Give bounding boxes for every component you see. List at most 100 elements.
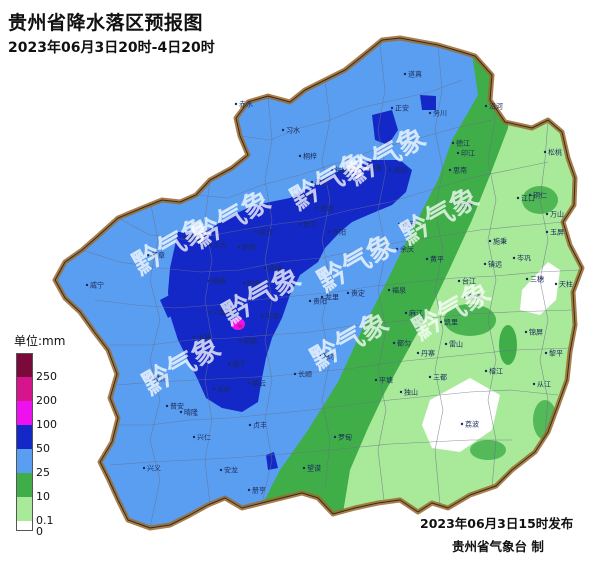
city-marker: [457, 279, 461, 283]
city-label: 雷山: [449, 340, 463, 349]
city-marker: [554, 282, 558, 286]
city-marker: [439, 320, 443, 324]
legend-swatch: [16, 521, 33, 531]
city-label: 惠水: [323, 352, 337, 361]
city-marker: [488, 239, 492, 243]
city-marker: [516, 196, 520, 200]
map-title: 贵州省降水落区预报图: [8, 12, 204, 34]
city-marker: [397, 222, 401, 226]
city-label: 从江: [537, 381, 551, 389]
city-label: 龙里: [325, 293, 339, 302]
legend-swatch: [16, 473, 33, 497]
legend-item: 25: [14, 449, 74, 479]
city-marker: [524, 330, 528, 334]
city-marker: [484, 104, 488, 108]
city-marker: [142, 466, 146, 470]
city-label: 岑巩: [517, 254, 531, 263]
legend-item: 250: [14, 353, 74, 383]
city-label: 黔西: [242, 243, 256, 252]
city-label: 六盘水: [213, 308, 234, 317]
city-label: 黄平: [430, 255, 444, 264]
legend-swatch: [16, 353, 33, 377]
city-label: 麻江: [409, 309, 423, 318]
city-label: 德江: [456, 139, 470, 148]
city-marker: [327, 230, 331, 234]
city-marker: [293, 372, 297, 376]
city-marker: [392, 341, 396, 345]
city-marker: [455, 203, 459, 207]
city-label: 三穗: [530, 275, 544, 284]
city-label: 威宁: [90, 281, 104, 290]
city-label: 安龙: [224, 466, 238, 475]
forecast-period: 2023年06月3日20时-4日20时: [8, 40, 215, 56]
city-label: 仁怀: [301, 194, 315, 203]
city-marker: [242, 281, 246, 285]
city-marker: [320, 295, 324, 299]
city-marker: [532, 382, 536, 386]
legend-item: 200: [14, 377, 74, 407]
city-marker: [298, 222, 302, 226]
city-label: 荔波: [465, 420, 479, 429]
city-label: 凤冈: [393, 167, 407, 175]
city-label: 盘州: [153, 374, 167, 383]
city-marker: [260, 314, 264, 318]
city-label: 福泉: [392, 286, 406, 295]
city-label: 万山: [550, 210, 564, 219]
legend-label: 200: [36, 394, 57, 407]
legend-unit: 单位:mm: [14, 334, 66, 348]
legend-label: 25: [36, 466, 50, 479]
city-label: 玉屏: [550, 229, 564, 237]
city-label: 都匀: [397, 339, 411, 348]
city-marker: [237, 245, 241, 249]
city-label: 思南: [453, 166, 467, 175]
city-marker: [219, 468, 223, 472]
city-label: 习水: [286, 126, 300, 135]
city-marker: [308, 299, 312, 303]
city-marker: [416, 351, 420, 355]
city-marker: [208, 243, 212, 247]
city-label: 石阡: [460, 201, 474, 210]
city-label: 毕节: [188, 234, 202, 243]
legend-item: 100: [14, 401, 74, 431]
city-marker: [315, 206, 319, 210]
city-marker: [451, 141, 455, 145]
city-marker: [448, 168, 452, 172]
legend-item: 50: [14, 425, 74, 455]
legend-swatch: [16, 449, 33, 473]
city-label: 晴隆: [184, 408, 198, 417]
city-label: 清镇: [268, 264, 282, 273]
city-marker: [148, 376, 152, 380]
issue-time: 2023年06月3日15时发布: [420, 516, 574, 531]
city-marker: [298, 154, 302, 158]
city-label: 赤水: [239, 100, 253, 109]
city-marker: [165, 404, 169, 408]
city-marker: [363, 166, 367, 170]
legend-item: 10: [14, 473, 74, 503]
city-marker: [484, 369, 488, 373]
legend-label: 0: [36, 525, 43, 538]
city-label: 桐梓: [303, 152, 317, 161]
city-marker: [146, 253, 150, 257]
city-marker: [247, 488, 251, 492]
city-label: 镇宁: [232, 360, 246, 369]
city-marker: [85, 283, 89, 287]
city-marker: [310, 180, 314, 184]
city-label: 安顺: [243, 337, 257, 346]
legend-swatch: [16, 377, 33, 401]
city-label: 开阳: [332, 228, 346, 237]
legend-item: 0: [14, 521, 74, 538]
city-marker: [247, 381, 251, 385]
legend-label: 10: [36, 490, 50, 503]
city-marker: [302, 466, 306, 470]
city-label: 赫章: [151, 251, 165, 260]
city-marker: [456, 151, 460, 155]
city-label: 丹寨: [421, 349, 435, 358]
city-label: 织金: [247, 279, 261, 288]
city-marker: [212, 387, 216, 391]
city-marker: [346, 291, 350, 295]
legend-label: 250: [36, 370, 57, 383]
city-label: 册亨: [252, 486, 266, 495]
city-label: 水城: [197, 333, 211, 342]
city-marker: [248, 423, 252, 427]
